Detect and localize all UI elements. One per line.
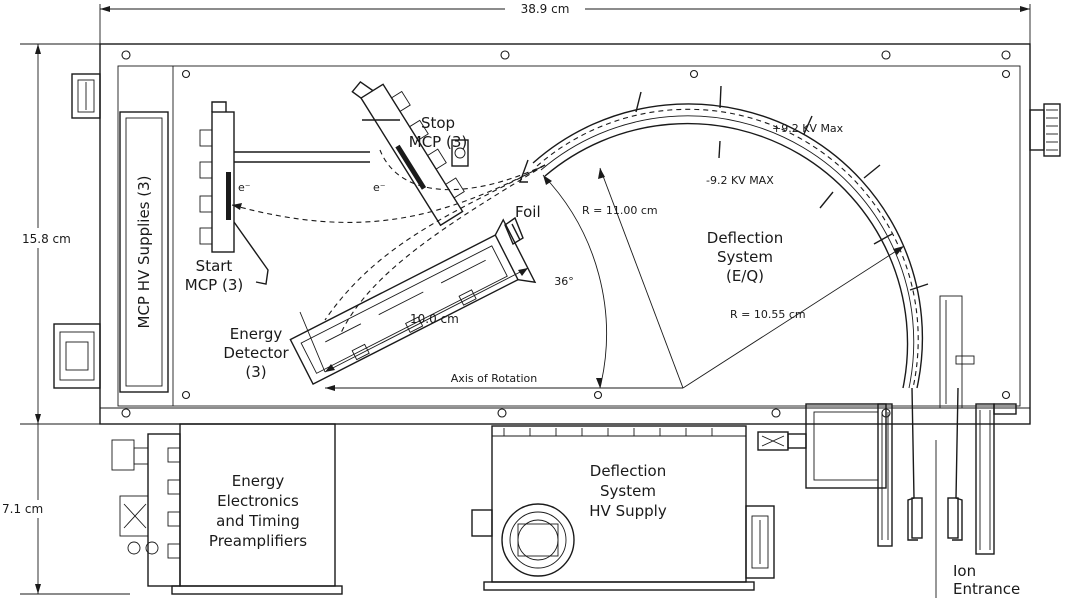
hv-connector xyxy=(757,431,807,451)
start-mcp-label-1: Start xyxy=(196,257,233,275)
angle-arc: 36° xyxy=(542,174,607,389)
trajectories xyxy=(231,149,546,336)
left-connector-top xyxy=(71,73,101,119)
deflection-plates xyxy=(519,85,929,389)
deflection-label-3: (E/Q) xyxy=(726,267,764,285)
angle-label: 36° xyxy=(554,275,574,288)
radius-outer-label: R = 11.00 cm xyxy=(582,204,658,217)
axis-of-rotation-label: Axis of Rotation xyxy=(451,372,537,385)
right-lower-box xyxy=(805,403,893,547)
axis-of-rotation: Axis of Rotation xyxy=(325,372,683,391)
radius-lines: R = 11.00 cm R = 10.55 cm xyxy=(582,167,905,389)
energy-detector xyxy=(289,218,537,386)
foil-label: Foil xyxy=(515,203,541,221)
height-main-label: 15.8 cm xyxy=(22,232,71,246)
hv-supply-label-1: Deflection xyxy=(590,462,666,480)
width-label: 38.9 cm xyxy=(521,2,570,16)
width-dimension: 38.9 cm xyxy=(99,2,1031,44)
electron-label-2: e⁻ xyxy=(373,181,386,194)
height-dimension-main: 15.8 cm xyxy=(20,43,100,425)
deflection-hv-supply-box xyxy=(471,425,775,591)
energy-detector-label-3: (3) xyxy=(245,363,266,381)
electron-label-1: e⁻ xyxy=(238,181,251,194)
ion-entrance-label-2: Entrance xyxy=(953,580,1020,598)
energy-detector-label-1: Energy xyxy=(230,325,283,343)
mcp-hv-supplies: MCP HV Supplies (3) xyxy=(119,111,169,393)
deflection-label-2: System xyxy=(717,248,773,266)
stop-mcp-label-1: Stop xyxy=(421,114,455,132)
plus-voltage-label: +9.2 KV Max xyxy=(772,122,844,135)
energy-electronics-label-2: Electronics xyxy=(217,492,299,510)
radius-inner-label: R = 10.55 cm xyxy=(730,308,806,321)
right-connector xyxy=(1029,103,1061,157)
ion-entrance-channel xyxy=(907,387,1017,598)
height-dimension-lower: 7.1 cm xyxy=(2,424,130,595)
start-mcp xyxy=(199,101,370,285)
start-mcp-label-2: MCP (3) xyxy=(185,276,243,294)
energy-electronics-label-1: Energy xyxy=(232,472,285,490)
left-connector-bottom xyxy=(53,323,101,389)
height-lower-label: 7.1 cm xyxy=(2,502,43,516)
length-label: 10.0 cm xyxy=(410,312,459,326)
ion-entrance-label-1: Ion xyxy=(953,562,976,580)
foil xyxy=(504,216,524,246)
energy-electronics-label-4: Preamplifiers xyxy=(209,532,307,550)
stop-mcp-connector xyxy=(362,119,469,167)
energy-detector-label-2: Detector xyxy=(223,344,289,362)
hv-supply-label-2: System xyxy=(600,482,656,500)
mcp-hv-supplies-label: MCP HV Supplies (3) xyxy=(135,175,153,328)
minus-voltage-label: -9.2 KV MAX xyxy=(706,174,774,187)
deflection-label-1: Deflection xyxy=(707,229,783,247)
main-housing xyxy=(99,43,1031,425)
energy-electronics-box xyxy=(111,423,343,595)
ion-path-frame xyxy=(939,295,975,409)
stop-mcp xyxy=(351,81,465,227)
energy-electronics-label-3: and Timing xyxy=(216,512,300,530)
hv-supply-label-3: HV Supply xyxy=(589,502,667,520)
length-dimension: 10.0 cm xyxy=(299,267,529,373)
